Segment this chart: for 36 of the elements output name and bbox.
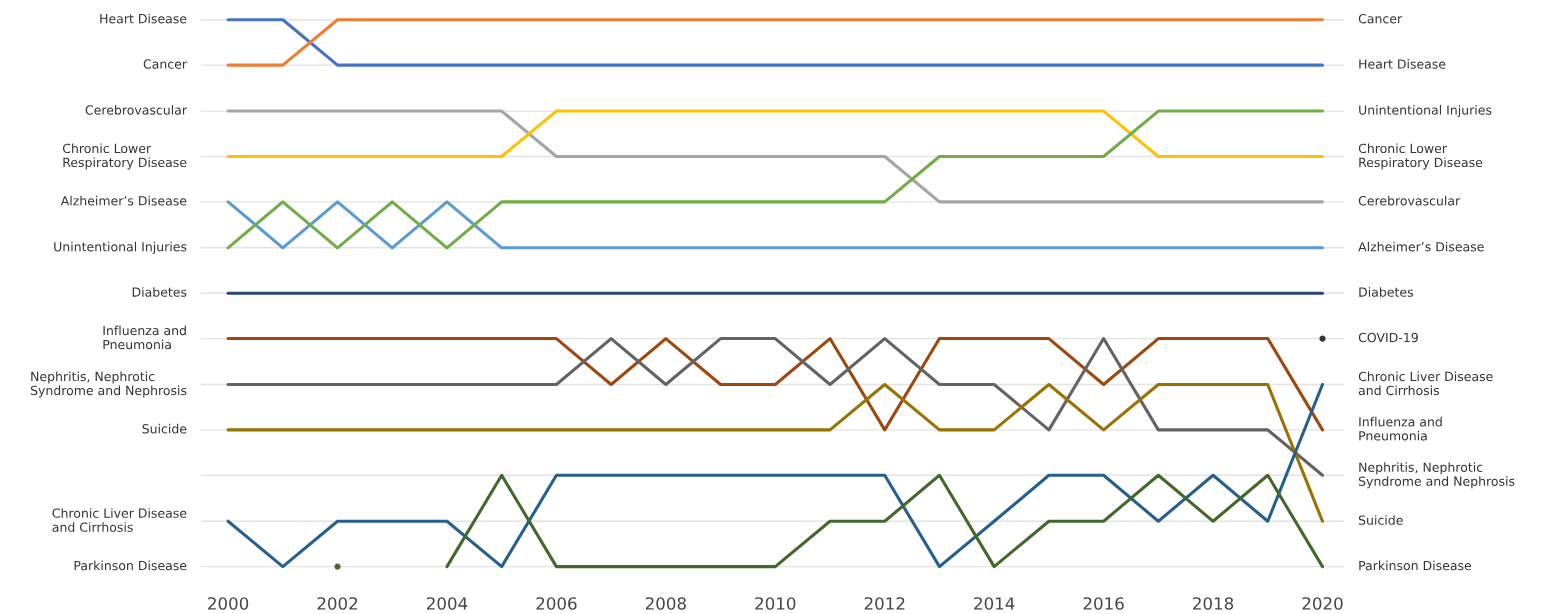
text: Diabetes <box>1359 287 1413 297</box>
text: Suicide <box>1358 515 1403 525</box>
text: Cancer <box>143 59 187 69</box>
x-tick-label: 2000 <box>208 597 249 610</box>
text: Influenza and Pneumonia <box>103 325 186 350</box>
x-tick-label: 2006 <box>536 597 577 610</box>
x-tick-label: 2010 <box>755 597 796 610</box>
x-tick-label: 2008 <box>645 597 686 610</box>
text: Parkinson Disease <box>74 560 187 571</box>
text: Chronic Lower Respiratory Disease <box>62 143 187 170</box>
text: Suicide <box>142 423 187 434</box>
text: Influenza and Pneumonia <box>1359 416 1442 441</box>
x-tick-label: 2016 <box>1083 597 1124 610</box>
x-tick-label: 2004 <box>426 597 468 610</box>
x-tick-label: 2012 <box>864 597 905 610</box>
text: Cerebrovascular <box>85 105 187 115</box>
text: Cancer <box>1358 13 1403 24</box>
text: Nephritis, Nephrotic Syndrome and Nephrosis <box>30 371 187 398</box>
x-tick-label: 2018 <box>1193 597 1234 610</box>
text: Unintentional Injuries <box>1359 105 1492 118</box>
text: Unintentional Injuries <box>54 241 187 254</box>
text: Cerebrovascular <box>1358 195 1461 206</box>
text: Chronic Lower Respiratory Disease <box>1358 143 1483 170</box>
text: Nephritis, Nephrotic Syndrome and Nephrosis <box>1358 462 1515 489</box>
text: Heart Disease <box>1359 59 1446 69</box>
text: Chronic Liver Disease and Cirrhosis <box>1358 371 1493 396</box>
text: COVID-19 <box>1358 332 1418 343</box>
text: Alzheimer’s Disease <box>1358 241 1484 252</box>
text: Parkinson Disease <box>1359 560 1472 571</box>
text: Heart Disease <box>100 13 187 24</box>
x-tick-label: 2014 <box>974 597 1015 610</box>
x-tick-label: 2020 <box>1302 597 1343 610</box>
text: Diabetes <box>132 287 187 297</box>
text: Chronic Liver Disease and Cirrhosis <box>52 508 187 532</box>
text: Alzheimer’s Disease <box>60 195 187 206</box>
x-tick-label: 2002 <box>317 597 358 610</box>
